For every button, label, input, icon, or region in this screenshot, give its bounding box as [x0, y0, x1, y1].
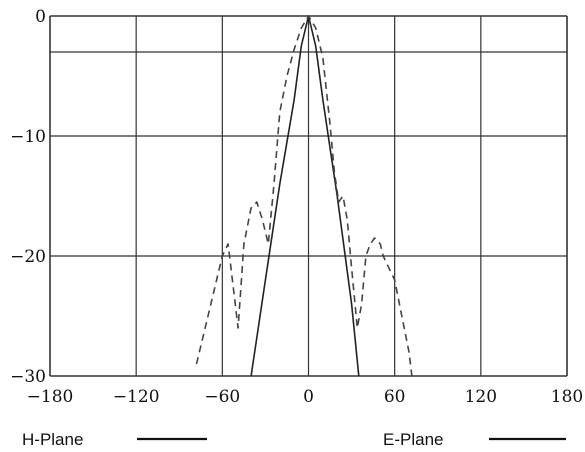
x-tick-label: 60 — [384, 387, 406, 407]
y-tick-label: −20 — [10, 247, 46, 267]
x-tick-label: 120 — [465, 387, 497, 407]
tick-labels: 0 −10 −20 −30−180 −120 −60 0 60 120 180 — [10, 7, 583, 407]
x-tick-label: 0 — [303, 387, 314, 407]
y-tick-label: −30 — [10, 367, 46, 387]
legend: H-Plane E-Plane — [22, 430, 566, 449]
x-tick-label: −180 — [27, 387, 74, 407]
grid — [49, 15, 568, 377]
x-tick-label: −60 — [204, 387, 240, 407]
series-group — [195, 15, 413, 377]
legend-label-e-plane: E-Plane — [383, 430, 443, 449]
x-tick-label: 180 — [551, 387, 583, 407]
series-line-h-plane — [250, 15, 360, 377]
legend-label-h-plane: H-Plane — [22, 430, 83, 449]
y-tick-label: 0 — [35, 7, 46, 27]
series-line-e-plane — [195, 15, 413, 377]
x-tick-label: −120 — [113, 387, 160, 407]
y-tick-label: −10 — [10, 127, 46, 147]
